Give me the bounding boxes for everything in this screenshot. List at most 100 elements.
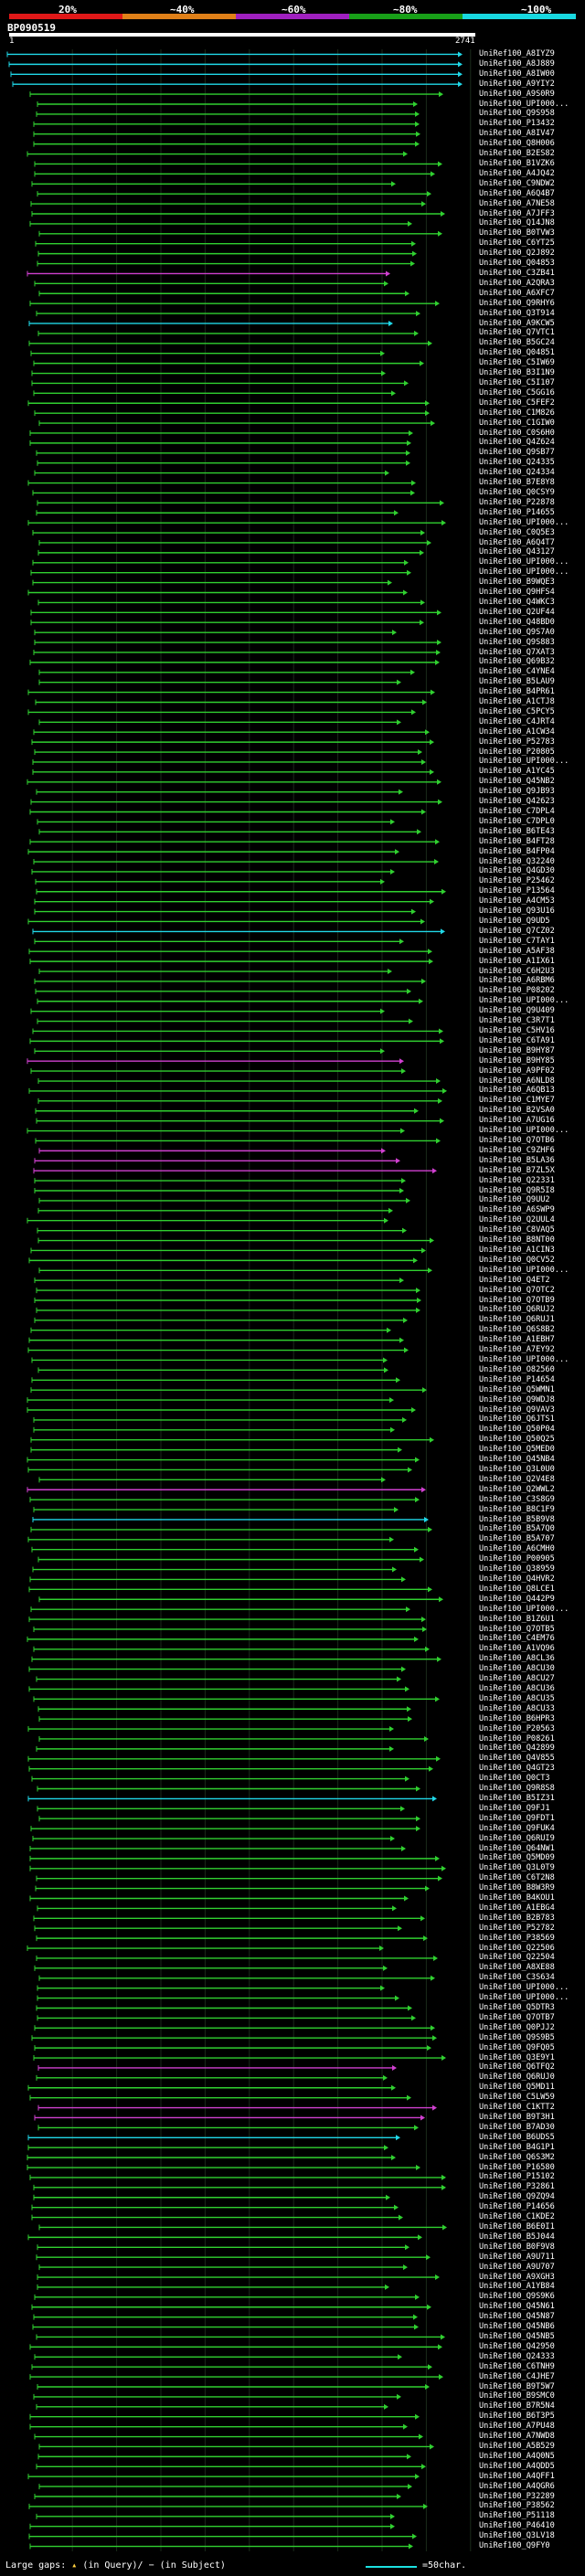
hit-id-link[interactable]: UniRef100_C0Q5E3 [479,527,555,537]
hit-id-link[interactable]: UniRef100_Q4HVR2 [479,1574,555,1584]
hit-bar[interactable] [34,908,416,915]
hit-id-link[interactable]: UniRef100_B6UDS5 [479,2132,555,2142]
hit-id-link[interactable]: UniRef100_A8CU33 [479,1703,555,1713]
hit-bar[interactable] [27,151,408,157]
hit-id-link[interactable]: UniRef100_Q8H006 [479,139,555,149]
hit-bar[interactable] [31,181,396,187]
hit-id-link[interactable]: UniRef100_A4QGR6 [479,2481,555,2491]
hit-id-link[interactable]: UniRef100_A6QB13 [479,1086,555,1096]
hit-bar[interactable] [37,1078,441,1085]
hit-bar[interactable] [27,849,399,855]
hit-bar[interactable] [27,779,441,785]
hit-bar[interactable] [32,1566,397,1573]
hit-id-link[interactable]: UniRef100_Q6TFQ2 [479,2062,555,2072]
hit-bar[interactable] [36,2513,395,2519]
hit-bar[interactable] [33,360,424,366]
hit-id-link[interactable]: UniRef100_A7PU48 [479,2422,555,2432]
hit-bar[interactable] [36,1118,444,1124]
hit-id-link[interactable]: UniRef100_Q7OTC2 [479,1285,555,1295]
hit-bar[interactable] [34,2115,425,2121]
hit-bar[interactable] [37,500,444,506]
hit-id-link[interactable]: UniRef100_A5AF38 [479,946,555,956]
hit-id-link[interactable]: UniRef100_A7NWD8 [479,2432,555,2442]
hit-id-link[interactable]: UniRef100_Q2UUL4 [479,1215,555,1225]
hit-id-link[interactable]: UniRef100_A6Q4B7 [479,188,555,198]
hit-id-link[interactable]: UniRef100_P52783 [479,737,555,747]
hit-bar[interactable] [34,1317,408,1323]
hit-id-link[interactable]: UniRef100_C7DPL0 [479,816,555,826]
hit-id-link[interactable]: UniRef100_B4G1P1 [479,2142,555,2152]
hit-bar[interactable] [30,1436,434,1443]
hit-bar[interactable] [31,1546,419,1553]
hit-id-link[interactable]: UniRef100_C1M826 [479,408,555,418]
hit-id-link[interactable]: UniRef100_P20563 [479,1723,555,1733]
hit-id-link[interactable]: UniRef100_P20805 [479,747,555,757]
hit-id-link[interactable]: UniRef100_A4QFF1 [479,2471,555,2481]
hit-bar[interactable] [29,1895,409,1902]
hit-id-link[interactable]: UniRef100_Q7XAT3 [479,647,555,657]
hit-bar[interactable] [33,1416,407,1423]
hit-bar[interactable] [30,610,441,616]
hit-id-link[interactable]: UniRef100_A8CU30 [479,1664,555,1674]
hit-id-link[interactable]: UniRef100_Q3LV18 [479,2531,555,2541]
hit-id-link[interactable]: UniRef100_B5LAU9 [479,677,555,687]
hit-id-link[interactable]: UniRef100_C7TAY1 [479,936,555,946]
hit-bar[interactable] [35,1885,430,1892]
hit-bar[interactable] [34,1298,421,1303]
hit-bar[interactable] [32,1516,429,1522]
hit-bar[interactable] [8,61,463,68]
hit-id-link[interactable]: UniRef100_C5GG16 [479,387,555,398]
hit-id-link[interactable]: UniRef100_A6SWP9 [479,1205,555,1215]
hit-id-link[interactable]: UniRef100_A6XFC7 [479,288,555,298]
hit-id-link[interactable]: UniRef100_Q5MD09 [479,1853,555,1863]
hit-id-link[interactable]: UniRef100_A7EY92 [479,1345,555,1355]
hit-id-link[interactable]: UniRef100_A2QRA3 [479,278,555,288]
hit-id-link[interactable]: UniRef100_Q9FY0 [479,2541,550,2551]
hit-id-link[interactable]: UniRef100_B5J044 [479,2231,555,2242]
hit-bar[interactable] [27,1755,441,1762]
hit-bar[interactable] [33,141,420,147]
hit-bar[interactable] [29,2094,411,2101]
hit-id-link[interactable]: UniRef100_C5PCY5 [479,706,555,716]
hit-id-link[interactable]: UniRef100_Q7OTB5 [479,1624,555,1634]
hit-id-link[interactable]: UniRef100_B0F9V8 [479,2242,555,2252]
hit-id-link[interactable]: UniRef100_Q9U409 [479,1006,555,1016]
hit-id-link[interactable]: UniRef100_C9NDW2 [479,178,555,188]
hit-id-link[interactable]: UniRef100_Q9HFS4 [479,588,555,598]
hit-bar[interactable] [32,559,409,566]
hit-bar[interactable] [27,520,446,526]
hit-bar[interactable] [36,1875,442,1882]
hit-id-link[interactable]: UniRef100_Q42899 [479,1744,555,1754]
hit-bar[interactable] [6,51,463,58]
hit-id-link[interactable]: UniRef100_A9YIY2 [479,79,555,89]
hit-id-link[interactable]: UniRef100_A8CU27 [479,1674,555,1684]
hit-id-link[interactable]: UniRef100_UPI000... [479,757,569,767]
hit-bar[interactable] [27,1058,404,1065]
hit-id-link[interactable]: UniRef100_P14656 [479,2202,555,2212]
hit-id-link[interactable]: UniRef100_Q9ZQ94 [479,2192,555,2202]
hit-bar[interactable] [36,1288,420,1294]
hit-id-link[interactable]: UniRef100_B4FP04 [479,846,555,856]
hit-bar[interactable] [29,659,440,665]
hit-bar[interactable] [38,1197,410,1203]
hit-id-link[interactable]: UniRef100_A5B529 [479,2442,555,2451]
hit-id-link[interactable]: UniRef100_P16580 [479,2162,555,2172]
hit-bar[interactable] [37,1995,399,2001]
hit-id-link[interactable]: UniRef100_B3I1N9 [479,368,555,378]
hit-bar[interactable] [30,620,424,626]
hit-id-link[interactable]: UniRef100_Q9S958 [479,109,555,119]
hit-id-link[interactable]: UniRef100_Q9R8S8 [479,1784,555,1794]
hit-id-link[interactable]: UniRef100_Q442P9 [479,1594,555,1604]
hit-bar[interactable] [27,400,430,407]
hit-bar[interactable] [34,2354,402,2360]
hit-bar[interactable] [38,1148,386,1154]
hit-bar[interactable] [35,699,427,705]
hit-id-link[interactable]: UniRef100_Q9FQ05 [479,2042,555,2052]
hit-bar[interactable] [30,1826,420,1832]
hit-id-link[interactable]: UniRef100_A1YB84 [479,2282,555,2292]
hit-id-link[interactable]: UniRef100_Q14JN8 [479,218,555,228]
hit-id-link[interactable]: UniRef100_Q42623 [479,797,555,807]
hit-id-link[interactable]: UniRef100_Q2UF44 [479,607,555,617]
hit-bar[interactable] [28,2533,417,2539]
hit-bar[interactable] [28,320,393,326]
